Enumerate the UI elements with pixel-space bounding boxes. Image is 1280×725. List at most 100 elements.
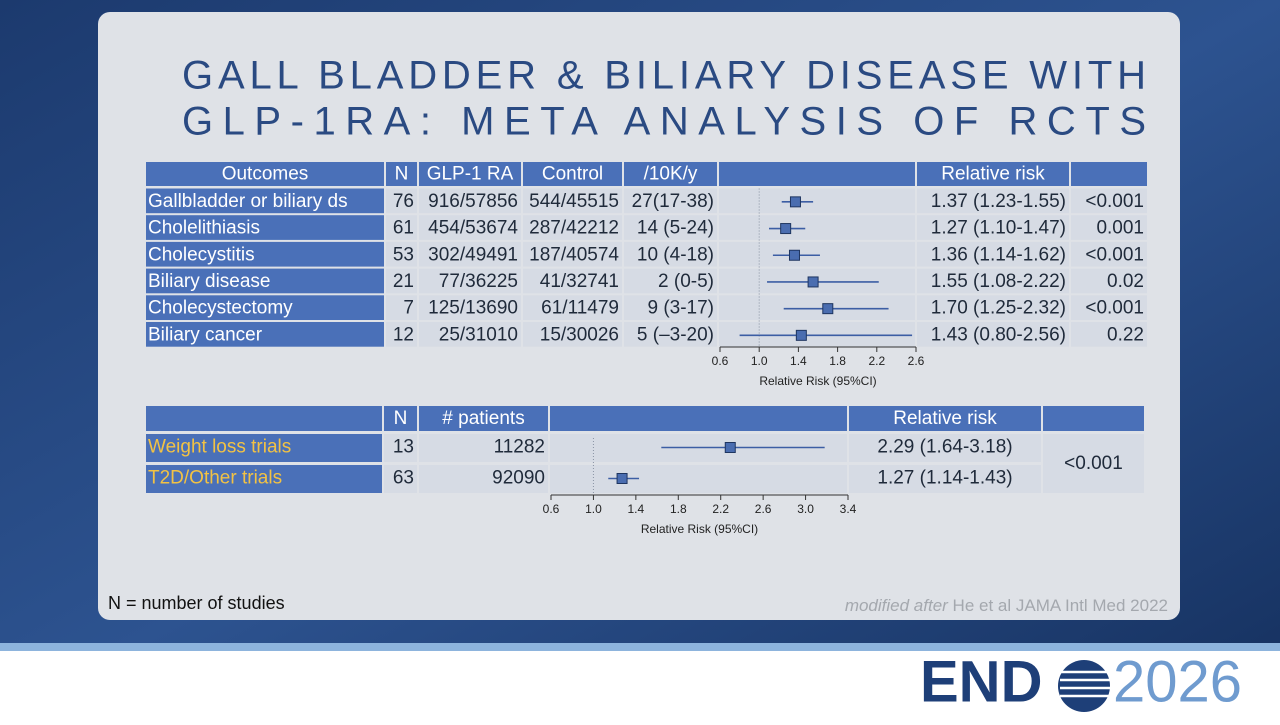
table-cell-text: 13 (393, 437, 414, 458)
column-header: /10K/y (644, 164, 698, 185)
tick-label: 2.6 (755, 502, 772, 516)
table-cell (1071, 241, 1147, 267)
table-cell-text: 27(17-38) (632, 191, 714, 212)
row-label: Cholecystectomy (148, 298, 293, 319)
table-cell (386, 295, 417, 320)
table-cell-text: <0.001 (1085, 298, 1144, 319)
table-cell-text: 1.37 (1.23-1.55) (931, 191, 1066, 212)
title-line: GALL BLADDER & BILIARY DISEASE WITH (182, 54, 1148, 98)
table-cell-text: 0.02 (1107, 271, 1144, 292)
column-header: Relative risk (893, 408, 997, 429)
estimate-marker (807, 276, 819, 288)
table-cell-text: 0.001 (1096, 218, 1144, 239)
table-cell-text: 1.27 (1.10-1.47) (931, 218, 1066, 239)
table-cell-text: 2 (0-5) (658, 271, 714, 292)
table-cell (917, 162, 1069, 186)
table-cell (849, 465, 1041, 493)
table-cell (386, 215, 417, 240)
table-cell-text: 25/31010 (439, 324, 518, 345)
table-cell (917, 268, 1069, 294)
globe-circle (1058, 660, 1110, 712)
table-cell (419, 406, 548, 431)
table-cell (419, 241, 521, 267)
row-label: Biliary disease (148, 271, 271, 292)
table-cell (719, 241, 915, 267)
table-cell (386, 322, 417, 347)
table-cell (386, 268, 417, 294)
table-cell-text: 2.29 (1.64-3.18) (877, 437, 1012, 458)
table-cell (523, 162, 622, 186)
estimate-marker (789, 196, 801, 208)
table-cell-text: 21 (393, 271, 414, 292)
table-cell-text: 61/11479 (541, 298, 619, 319)
table-cell (719, 188, 915, 214)
table-cell-text: 7 (403, 298, 414, 319)
column-header: Control (542, 164, 603, 185)
row-label: T2D/Other trials (148, 468, 282, 489)
table-cell (523, 188, 622, 214)
table-cell (523, 295, 622, 320)
source-note: modified after He et al JAMA Intl Med 20… (845, 596, 1168, 615)
table-cell (419, 434, 548, 462)
row-label: Weight loss trials (148, 437, 291, 458)
table-cell (1071, 295, 1147, 320)
table-cell-text: 1.70 (1.25-2.32) (931, 298, 1066, 319)
table-cell (386, 188, 417, 214)
table-cell (624, 188, 717, 214)
p-value: <0.001 (1064, 453, 1123, 474)
estimate-marker (788, 249, 800, 261)
table-cell-text: 11282 (494, 437, 545, 458)
column-header: Outcomes (222, 164, 309, 185)
table-cell (419, 322, 521, 347)
table-cell (917, 215, 1069, 240)
table-cell (386, 241, 417, 267)
axis-label: Relative Risk (95%CI) (641, 522, 758, 536)
table-cell (849, 406, 1041, 431)
logo-globe (1058, 660, 1110, 712)
table-cell-text: 61 (393, 218, 414, 239)
table-cell-text: 125/13690 (428, 298, 518, 319)
table-cell (719, 162, 915, 186)
tick-label: 2.2 (712, 502, 729, 516)
table-cell (146, 322, 384, 347)
column-header: # patients (442, 408, 524, 429)
table-cell-text: 15/30026 (540, 324, 619, 345)
estimate-marker (724, 442, 736, 453)
table-cell (384, 406, 417, 431)
estimate-marker (822, 303, 834, 315)
table-cell (624, 268, 717, 294)
table-cell-text: 916/57856 (428, 191, 518, 212)
table-cell (1071, 188, 1147, 214)
row-label: Cholelithiasis (148, 218, 260, 239)
table-cell (419, 465, 548, 493)
tick-label: 1.8 (670, 502, 687, 516)
estimate-marker (616, 473, 628, 484)
column-header: Relative risk (941, 164, 1045, 185)
table-cell-text: 92090 (492, 468, 545, 489)
tick-label: 2.6 (908, 354, 925, 368)
table-cell (146, 434, 382, 462)
table-cell (146, 188, 384, 214)
tick-label: 3.0 (797, 502, 814, 516)
row-label: Gallbladder or biliary ds (148, 191, 348, 212)
table-cell (146, 406, 382, 431)
table-cell-text: 76 (393, 191, 414, 212)
table-cell-text: 5 (–3-20) (637, 324, 714, 345)
table-cell-text: <0.001 (1085, 244, 1144, 265)
table-cell-text: 41/32741 (540, 271, 619, 292)
table-cell-text: 1.55 (1.08-2.22) (931, 271, 1066, 292)
table-cell (146, 241, 384, 267)
table-cell (146, 465, 382, 493)
tick-label: 2.2 (868, 354, 885, 368)
column-header: N (395, 164, 409, 185)
table-cell-text: 1.27 (1.14-1.43) (877, 468, 1012, 489)
table-cell (550, 465, 847, 493)
table-cell (624, 322, 717, 347)
table-cell (917, 188, 1069, 214)
tick-label: 1.4 (628, 502, 645, 516)
table-cell-text: 1.43 (0.80-2.56) (931, 324, 1066, 345)
table-cell-text: 287/42212 (529, 218, 619, 239)
table-cell (719, 295, 915, 320)
axis-label: Relative Risk (95%CI) (759, 374, 876, 388)
